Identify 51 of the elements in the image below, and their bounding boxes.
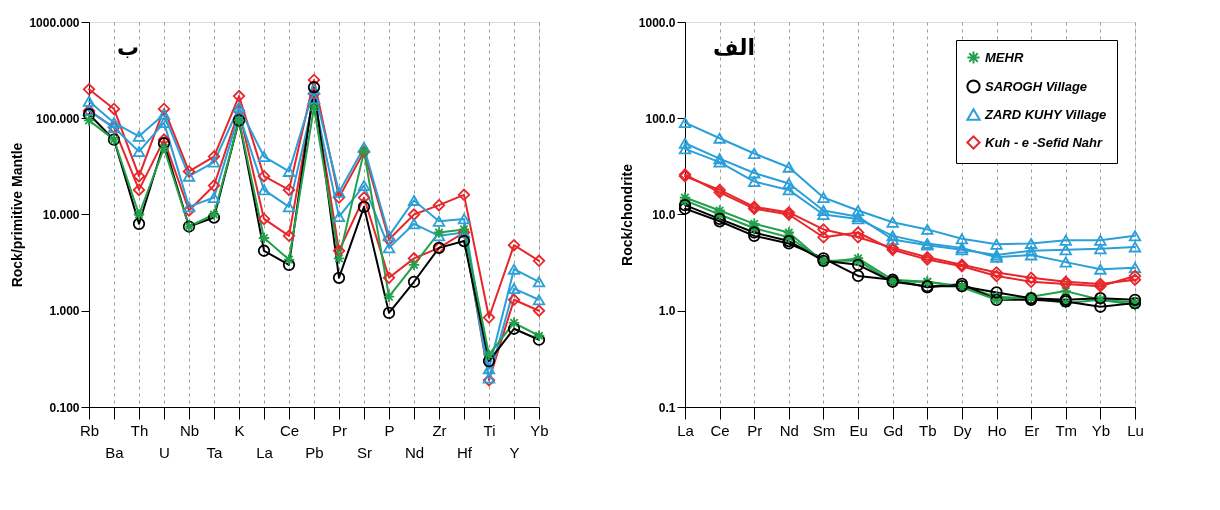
x-tick-label: Sm (812, 421, 836, 439)
x-tick-label: Ho (987, 421, 1007, 439)
legend-label: MEHR (985, 49, 1024, 65)
x-tick-label: Hf (457, 443, 473, 461)
x-tick-label: La (256, 443, 274, 461)
x-tick-label: Pb (305, 443, 324, 461)
x-tick-label: Eu (849, 421, 868, 439)
x-tick-label: Dy (953, 421, 973, 439)
y-tick-label: 1000.000 (29, 15, 80, 30)
x-tick-label: Ce (279, 421, 300, 439)
x-tick-label: Pr (747, 421, 763, 439)
x-tick-label: Zr (432, 421, 447, 439)
x-tick-label: Yb (530, 421, 549, 439)
y-tick-label: 0.100 (49, 400, 80, 415)
x-tick-label: Ti (483, 421, 496, 439)
x-tick-label: La (677, 421, 695, 439)
x-tick-label: Th (130, 421, 149, 439)
y-tick-label: 0.1 (658, 400, 676, 415)
x-tick-label: K (234, 421, 245, 439)
x-tick-label: Rb (79, 421, 100, 439)
y-tick-label: 10.0 (652, 208, 676, 222)
legend-label: SAROGH Village (985, 78, 1088, 94)
x-tick-label: Pr (332, 421, 347, 439)
x-tick-label: P (384, 421, 395, 439)
x-tick-label: U (159, 443, 170, 461)
x-tick-label: Sr (357, 443, 372, 461)
legend-label: Kuh - e -Sefid Nahr (985, 134, 1103, 150)
x-tick-label: Nb (179, 421, 200, 439)
x-tick-label: Ta (206, 443, 224, 461)
x-tick-label: Gd (883, 421, 904, 439)
y-axis-title: Rock/primitive Mantle (9, 142, 26, 288)
x-tick-label: Y (509, 443, 520, 461)
y-tick-label: 100.000 (36, 111, 80, 126)
y-tick-label: 1.0 (658, 304, 676, 319)
annotation: الف (713, 35, 756, 60)
x-tick-label: Ba (105, 443, 125, 461)
y-tick-label: 10.000 (42, 208, 80, 222)
x-tick-label: Er (1024, 421, 1040, 439)
x-tick-label: Nd (404, 443, 425, 461)
x-tick-label: Tb (919, 421, 937, 439)
x-tick-label: Tm (1055, 421, 1078, 439)
x-tick-label: Nd (779, 421, 799, 439)
x-tick-label: Ce (710, 421, 730, 439)
x-tick-label: Yb (1091, 421, 1111, 439)
annotation: ب (117, 35, 140, 60)
y-tick-label: 1.000 (49, 304, 80, 319)
x-tick-label: Lu (1127, 421, 1144, 439)
legend-label: ZARD KUHY Village (984, 106, 1107, 122)
y-tick-label: 100.0 (645, 111, 676, 126)
y-axis-title: Rock/chondrite (618, 163, 635, 266)
y-tick-label: 1000.0 (638, 15, 676, 30)
